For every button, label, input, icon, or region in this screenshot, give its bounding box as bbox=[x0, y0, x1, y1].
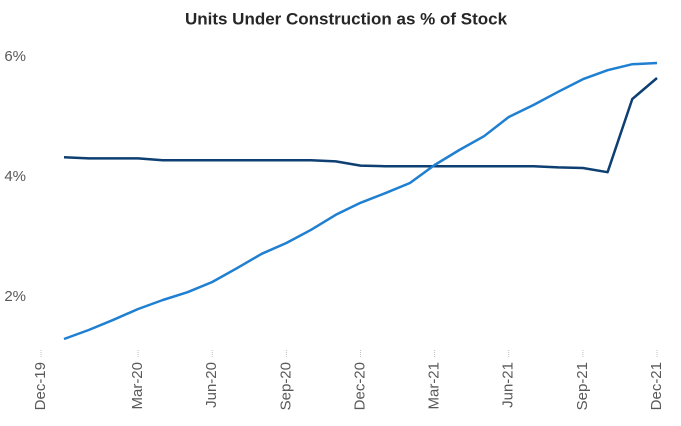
y-tick-label: 4% bbox=[4, 168, 26, 185]
x-tick-label: Mar-20 bbox=[129, 362, 146, 410]
y-tick-label: 2% bbox=[4, 288, 26, 305]
x-tick-label: Jun-20 bbox=[203, 362, 220, 408]
x-tick-label: Sep-21 bbox=[574, 362, 591, 410]
chart-title: Units Under Construction as % of Stock bbox=[185, 9, 508, 28]
x-tick-label: Sep-20 bbox=[277, 362, 294, 410]
x-tick-label: Jun-21 bbox=[500, 362, 517, 408]
x-tick-label: Dec-21 bbox=[648, 362, 665, 410]
line-series bbox=[63, 61, 658, 341]
y-tick-label: 6% bbox=[4, 48, 26, 65]
x-tick-label: Dec-19 bbox=[32, 362, 49, 410]
x-tick-label: Dec-20 bbox=[351, 362, 368, 410]
line-series bbox=[63, 77, 658, 174]
x-tick-label: Mar-21 bbox=[426, 362, 443, 410]
